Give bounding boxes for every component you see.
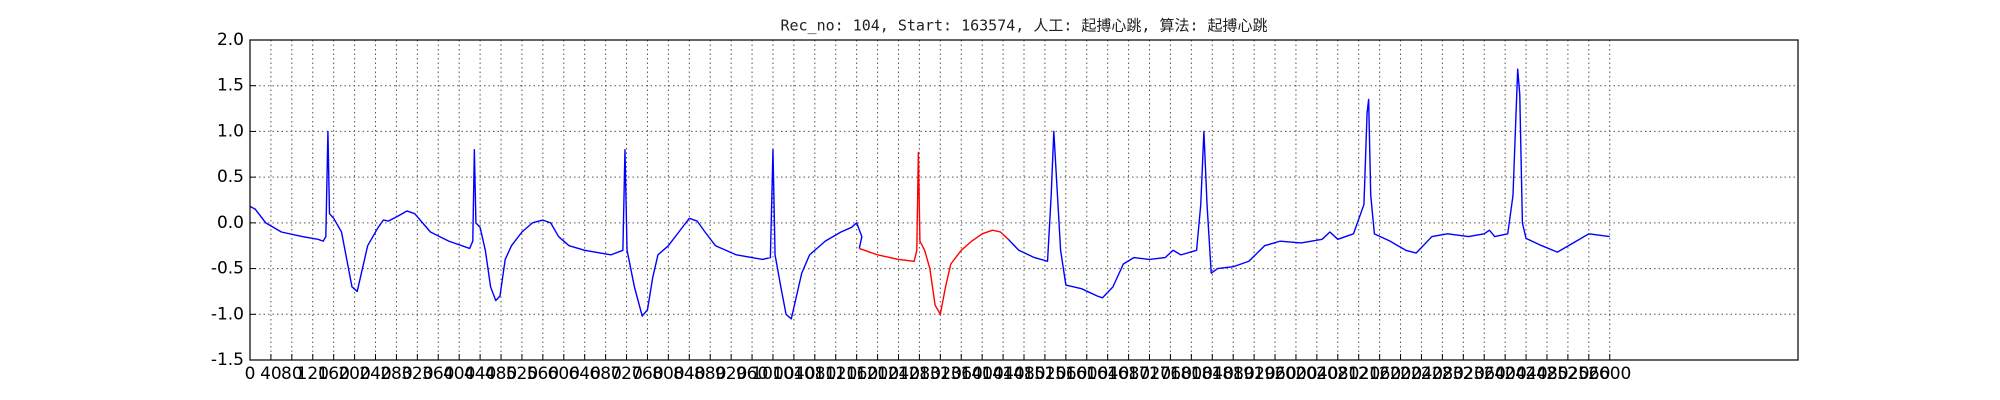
x-tick-label: 2560 (1567, 364, 1610, 384)
x-tick-label: 2200 (1379, 364, 1422, 384)
x-tick-label: 520 (506, 364, 538, 384)
x-tick-label: 160 (317, 364, 349, 384)
x-tick-label: 2040 (1295, 364, 1338, 384)
x-tick-label: 2440 (1504, 364, 1547, 384)
ecg-line (859, 151, 1009, 315)
x-tick-label: 2160 (1358, 364, 1401, 384)
x-tick-label: 800 (652, 364, 684, 384)
x-tick-label: 2320 (1442, 364, 1485, 384)
x-tick-label: 1960 (1253, 364, 1296, 384)
ecg-line (249, 130, 863, 320)
y-tick-label: 1.0 (217, 121, 244, 141)
x-tick-label: 1840 (1191, 364, 1234, 384)
x-tick-label: 920 (715, 364, 747, 384)
x-tick-label: 440 (464, 364, 496, 384)
x-tick-label: 240 (359, 364, 391, 384)
x-tick-label: 2400 (1484, 364, 1527, 384)
x-tick-label: 1280 (898, 364, 941, 384)
x-tick-label: 1880 (1212, 364, 1255, 384)
x-tick-label: 560 (527, 364, 559, 384)
y-tick-label: 0.5 (217, 167, 244, 187)
x-tick-label: 600 (548, 364, 580, 384)
x-tick-label: 400 (443, 364, 475, 384)
x-tick-label: 1520 (1023, 364, 1066, 384)
x-tick-label: 320 (401, 364, 433, 384)
x-tick-label: 0 (245, 364, 256, 384)
x-tick-label: 2280 (1421, 364, 1464, 384)
y-tick-label: 1.5 (217, 76, 244, 96)
x-tick-label: 1720 (1128, 364, 1171, 384)
x-tick-label: 1680 (1107, 364, 1150, 384)
y-tick-label: -1.5 (211, 350, 244, 370)
x-tick-label: 1080 (793, 364, 836, 384)
x-tick-label: 280 (380, 364, 412, 384)
plot-frame (249, 39, 1799, 361)
chart-title: Rec_no: 104, Start: 163574, 人工: 起搏心跳, 算法… (780, 17, 1267, 35)
x-tick-label: 640 (568, 364, 600, 384)
y-tick-label: -1.0 (211, 304, 244, 324)
ecg-line (1007, 68, 1610, 299)
x-tick-label: 2360 (1463, 364, 1506, 384)
x-tick-label: 2480 (1525, 364, 1568, 384)
x-tick-label: 1400 (961, 364, 1004, 384)
x-tick-label: 1240 (877, 364, 920, 384)
x-tick-label: 1600 (1065, 364, 1108, 384)
x-tick-label: 480 (485, 364, 517, 384)
x-tick-label: 880 (694, 364, 726, 384)
tick-labels: -1.5-1.0-0.50.00.51.01.52.00 40 8012016020… (211, 30, 1632, 384)
x-tick-label: 960 (736, 364, 768, 384)
x-tick-label: 2120 (1337, 364, 1380, 384)
x-tick-label: 1040 (772, 364, 815, 384)
x-tick-label: 2000 (1274, 364, 1317, 384)
x-tick-label: 720 (610, 364, 642, 384)
x-tick-label: 1320 (919, 364, 962, 384)
x-tick-label: 1920 (1232, 364, 1275, 384)
x-tick-label: 1800 (1170, 364, 1213, 384)
x-tick-label: 840 (673, 364, 705, 384)
x-tick-label: 1480 (1002, 364, 1045, 384)
x-tick-label: 1000 (751, 364, 794, 384)
x-tick-label: 120 (297, 364, 329, 384)
y-tick-label: -0.5 (211, 259, 244, 279)
x-tick-label: 360 (422, 364, 454, 384)
x-tick-label: 1440 (981, 364, 1024, 384)
x-tick-label: 1560 (1044, 364, 1087, 384)
x-tick-label: 680 (589, 364, 621, 384)
x-tick-label: 760 (631, 364, 663, 384)
x-tick-label: 2520 (1546, 364, 1589, 384)
x-tick-label: 1640 (1086, 364, 1129, 384)
x-tick-label: 1160 (835, 364, 878, 384)
x-tick-label: 200 (338, 364, 370, 384)
x-tick-label: 1120 (814, 364, 857, 384)
x-tick-label: 2240 (1400, 364, 1443, 384)
x-tick-label: 40 (260, 364, 282, 384)
plot-lines (249, 68, 1610, 320)
x-tick-label: 1360 (940, 364, 983, 384)
grid (249, 39, 1798, 361)
x-tick-label: 1760 (1149, 364, 1192, 384)
x-tick-label: 80 (281, 364, 303, 384)
y-tick-label: 2.0 (217, 30, 244, 50)
x-tick-label: 1200 (856, 364, 899, 384)
y-tick-label: 0.0 (217, 213, 244, 233)
x-tick-label: 2080 (1316, 364, 1359, 384)
x-tick-label: 2600 (1588, 364, 1631, 384)
